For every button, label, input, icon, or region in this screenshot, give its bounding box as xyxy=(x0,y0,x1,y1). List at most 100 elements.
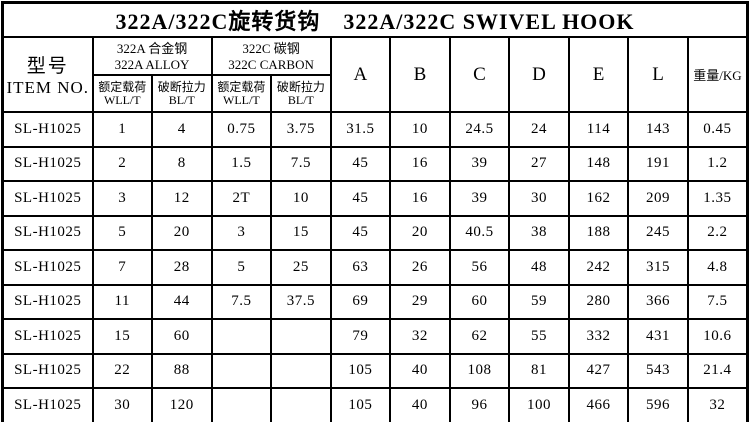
item-no-cell: SL-H1025 xyxy=(1,283,94,320)
table-cell xyxy=(270,352,332,389)
table-cell: 1.2 xyxy=(686,145,749,182)
table-cell: 45 xyxy=(329,180,392,217)
table-cell: 10.6 xyxy=(686,318,749,355)
table-cell: 332 xyxy=(567,318,630,355)
table-cell: 12 xyxy=(151,180,213,217)
table-cell: 60 xyxy=(151,318,213,355)
item-no-cell: SL-H1025 xyxy=(1,111,94,148)
table-cell: 7.5 xyxy=(270,145,332,182)
table-cell xyxy=(270,387,332,422)
table-cell: 7 xyxy=(91,249,154,286)
table-cell: 39 xyxy=(448,180,511,217)
item-no-cell: SL-H1025 xyxy=(1,249,94,286)
table-row: SL-H1025 7 28 5 25 63 26 56 48 242 315 4.8 xyxy=(1,249,749,286)
table-row: SL-H1025 22 88 105 40 108 81 427 543 21.4 xyxy=(1,352,749,389)
table-cell: 188 xyxy=(567,214,630,251)
table-cell: 16 xyxy=(389,145,451,182)
table-cell: 62 xyxy=(448,318,511,355)
table-cell: 7.5 xyxy=(210,283,273,320)
table-cell: 4.8 xyxy=(686,249,749,286)
table-cell: 105 xyxy=(329,387,392,422)
table-cell: 543 xyxy=(627,352,689,389)
sub-header-label-en: WLL/T xyxy=(103,93,141,107)
table-cell: 2T xyxy=(210,180,273,217)
column-header-e: E xyxy=(567,36,630,113)
table-cell: 315 xyxy=(627,249,689,286)
table-cell: 105 xyxy=(329,352,392,389)
column-header-322a-bl: 破断拉力 BL/T xyxy=(151,74,213,113)
table-cell: 0.75 xyxy=(210,111,273,148)
table-cell: 10 xyxy=(389,111,451,148)
table-cell: 30 xyxy=(91,387,154,422)
table-cell: 1.5 xyxy=(210,145,273,182)
table-cell: 31.5 xyxy=(329,111,392,148)
item-no-label-en: ITEM NO. xyxy=(6,78,90,97)
table-header: 322A/322C旋转货钩 322A/322C SWIVEL HOOK 型号 I… xyxy=(1,1,749,113)
table-cell: 22 xyxy=(91,352,154,389)
table-cell: 3 xyxy=(210,214,273,251)
table-cell: 26 xyxy=(389,249,451,286)
table-cell: 20 xyxy=(151,214,213,251)
column-header-weight-kg: 重量/KG xyxy=(686,36,749,113)
table-cell: 209 xyxy=(627,180,689,217)
table-row: SL-H1025 5 20 3 15 45 20 40.5 38 188 245 2.2 xyxy=(1,214,749,251)
table-body: SL-H1025 1 4 0.75 3.75 31.5 10 24.5 24 114 143 0.45… xyxy=(1,111,749,422)
table-cell: 280 xyxy=(567,283,630,320)
table-cell: 3 xyxy=(91,180,154,217)
table-row: SL-H1025 3 12 2T 10 45 16 39 30 162 209 1.35 xyxy=(1,180,749,217)
column-header-322c-wll: 额定载荷 WLL/T xyxy=(210,74,273,113)
sub-header-label-zh: 额定载荷 xyxy=(98,80,147,94)
table-cell: 466 xyxy=(567,387,630,422)
table-cell: 16 xyxy=(389,180,451,217)
table-cell: 28 xyxy=(151,249,213,286)
item-no-cell: SL-H1025 xyxy=(1,318,94,355)
table-cell: 0.45 xyxy=(686,111,749,148)
table-cell: 45 xyxy=(329,214,392,251)
table-cell: 7.5 xyxy=(686,283,749,320)
table-row: SL-H1025 1 4 0.75 3.75 31.5 10 24.5 24 114 143 0.45 xyxy=(1,111,749,148)
sub-header-label-en: BL/T xyxy=(287,93,314,107)
group-322a-label-en: 322A ALLOY xyxy=(114,56,190,72)
table-cell: 2 xyxy=(91,145,154,182)
item-no-label-zh: 型号 xyxy=(26,56,69,77)
header-row-sub: 额定载荷 WLL/T 破断拉力 BL/T 额定载荷 WLL/T 破断拉力 BL/… xyxy=(3,74,748,113)
column-header-item-no: 型号 ITEM NO. xyxy=(1,36,94,113)
table-cell: 30 xyxy=(508,180,570,217)
column-header-c: C xyxy=(448,36,511,113)
table-cell: 24.5 xyxy=(448,111,511,148)
table-cell: 120 xyxy=(151,387,213,422)
column-group-322c-carbon: 322C 碳钢 322C CARBON xyxy=(210,36,332,76)
table-cell: 24 xyxy=(508,111,570,148)
table-cell: 15 xyxy=(91,318,154,355)
table-cell: 56 xyxy=(448,249,511,286)
table-cell: 79 xyxy=(329,318,392,355)
table-cell: 1.35 xyxy=(686,180,749,217)
sub-header-label-zh: 额定载荷 xyxy=(217,80,266,94)
table-cell: 11 xyxy=(91,283,154,320)
table-cell: 39 xyxy=(448,145,511,182)
table-row: SL-H1025 11 44 7.5 37.5 69 29 60 59 280 366 7.5 xyxy=(1,283,749,320)
table-cell: 21.4 xyxy=(686,352,749,389)
column-header-d: D xyxy=(508,36,570,113)
table-cell: 148 xyxy=(567,145,630,182)
table-cell: 38 xyxy=(508,214,570,251)
table-cell xyxy=(210,387,273,422)
table-cell: 191 xyxy=(627,145,689,182)
column-header-b: B xyxy=(389,36,451,113)
table-cell: 15 xyxy=(270,214,332,251)
table-cell: 1 xyxy=(91,111,154,148)
table-cell: 45 xyxy=(329,145,392,182)
sub-header-label-en: BL/T xyxy=(168,93,195,107)
table-cell: 20 xyxy=(389,214,451,251)
table-cell xyxy=(210,352,273,389)
table-row: SL-H1025 15 60 79 32 62 55 332 431 10.6 xyxy=(1,318,749,355)
table-cell: 48 xyxy=(508,249,570,286)
table-cell xyxy=(210,318,273,355)
item-no-cell: SL-H1025 xyxy=(1,214,94,251)
table-cell: 5 xyxy=(210,249,273,286)
table-cell: 5 xyxy=(91,214,154,251)
title-row: 322A/322C旋转货钩 322A/322C SWIVEL HOOK xyxy=(1,1,749,38)
sub-header-label-zh: 破断拉力 xyxy=(276,80,325,94)
